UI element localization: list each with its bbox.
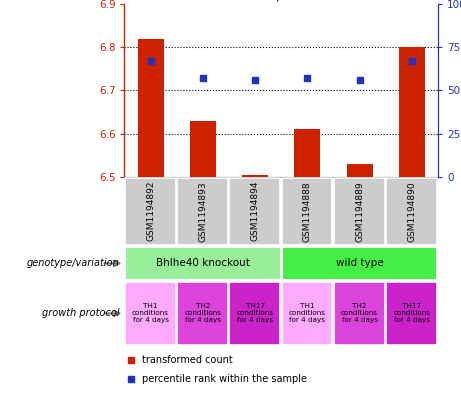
- Text: Bhlhe40 knockout: Bhlhe40 knockout: [156, 258, 250, 268]
- Text: GSM1194888: GSM1194888: [303, 181, 312, 242]
- Text: TH17
conditions
for 4 days: TH17 conditions for 4 days: [393, 303, 430, 323]
- Text: growth protocol: growth protocol: [42, 309, 120, 318]
- Point: [127, 376, 135, 382]
- Text: GSM1194894: GSM1194894: [251, 181, 260, 241]
- Bar: [334, 282, 384, 345]
- Text: GSM1194889: GSM1194889: [355, 181, 364, 242]
- Text: transformed count: transformed count: [142, 354, 232, 365]
- Bar: [399, 47, 425, 177]
- Bar: [177, 282, 228, 345]
- Point: [199, 75, 207, 81]
- Bar: [282, 247, 437, 279]
- Bar: [386, 178, 437, 245]
- Bar: [230, 282, 280, 345]
- Bar: [282, 282, 332, 345]
- Bar: [125, 282, 176, 345]
- Text: percentile rank within the sample: percentile rank within the sample: [142, 374, 307, 384]
- Bar: [177, 178, 228, 245]
- Point: [356, 77, 363, 83]
- Bar: [125, 178, 176, 245]
- Bar: [334, 178, 384, 245]
- Text: GSM1194890: GSM1194890: [408, 181, 416, 242]
- Text: TH17
conditions
for 4 days: TH17 conditions for 4 days: [236, 303, 273, 323]
- Point: [127, 356, 135, 363]
- Bar: [242, 175, 268, 177]
- Bar: [294, 129, 320, 177]
- Bar: [347, 164, 372, 177]
- Text: GSM1194892: GSM1194892: [146, 181, 155, 241]
- Bar: [282, 178, 332, 245]
- Text: wild type: wild type: [336, 258, 384, 268]
- Text: TH1
conditions
for 4 days: TH1 conditions for 4 days: [289, 303, 326, 323]
- Point: [304, 75, 311, 81]
- Bar: [190, 121, 216, 177]
- Text: TH2
conditions
for 4 days: TH2 conditions for 4 days: [184, 303, 221, 323]
- Point: [147, 58, 154, 64]
- Text: TH2
conditions
for 4 days: TH2 conditions for 4 days: [341, 303, 378, 323]
- Title: GDS5636 / 10370334: GDS5636 / 10370334: [214, 0, 349, 3]
- Text: genotype/variation: genotype/variation: [27, 258, 120, 268]
- Text: GSM1194893: GSM1194893: [198, 181, 207, 242]
- Point: [408, 58, 415, 64]
- Bar: [137, 39, 164, 177]
- Point: [251, 77, 259, 83]
- Bar: [386, 282, 437, 345]
- Bar: [125, 247, 281, 279]
- Text: TH1
conditions
for 4 days: TH1 conditions for 4 days: [132, 303, 169, 323]
- Bar: [230, 178, 280, 245]
